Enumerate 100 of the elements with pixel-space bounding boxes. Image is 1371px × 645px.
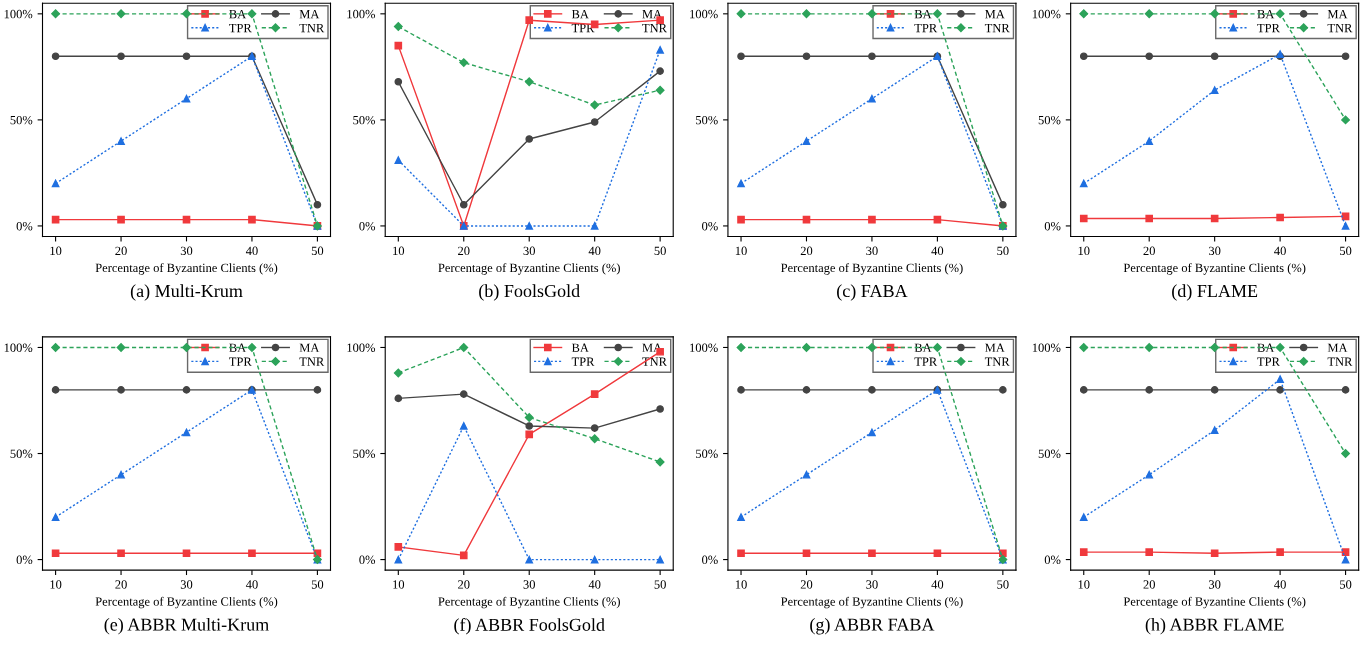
text: (b) FoolsGold — [479, 284, 580, 301]
y-tick-label: 50% — [353, 115, 376, 125]
legend-label: BA — [571, 9, 589, 19]
x-tick-label: 50 — [1340, 580, 1352, 589]
text: (c) FABA — [837, 284, 908, 301]
x-tick-label: 50 — [654, 246, 666, 256]
y-tick-label: 50% — [10, 115, 33, 125]
legend-label: BA — [229, 9, 247, 19]
x-tick-label: 20 — [458, 580, 470, 589]
x-tick-label: 40 — [245, 580, 258, 589]
y-tick-label: 0% — [359, 555, 376, 565]
legend-label: TPR — [914, 23, 938, 33]
text: (h) ABBR FLAME — [1145, 618, 1284, 635]
y-tick-label: 50% — [10, 449, 33, 459]
legend-label: TNR — [984, 23, 1010, 33]
y-tick-label: 100% — [347, 9, 376, 19]
x-tick-label: 10 — [393, 580, 405, 589]
legend-label: BA — [914, 9, 932, 19]
x-tick-label: 40 — [588, 246, 601, 256]
x-tick-label: 30 — [866, 246, 878, 256]
y-tick-label: 100% — [1032, 343, 1061, 352]
legend-label: BA — [914, 343, 932, 352]
x-tick-label: 30 — [1209, 580, 1221, 589]
legend-label: TNR — [642, 23, 667, 33]
legend-label: TPR — [1257, 357, 1280, 366]
x-axis-title: Percentage of Byzantine Clients (%) — [781, 596, 963, 609]
x-tick-label: 50 — [997, 580, 1009, 589]
x-tick-label: 40 — [588, 580, 601, 589]
x-axis-title: Percentage of Byzantine Clients (%) — [781, 263, 963, 275]
y-tick-label: 50% — [353, 449, 376, 459]
x-tick-label: 10 — [393, 246, 405, 256]
x-axis-title: Percentage of Byzantine Clients (%) — [95, 596, 278, 609]
legend-label: TNR — [1327, 23, 1353, 33]
text: (f) ABBR FoolsGold — [454, 618, 605, 635]
x-axis-title: Percentage of Byzantine Clients (%) — [1123, 263, 1306, 275]
legend-label: TNR — [299, 23, 325, 33]
legend-label: MA — [1327, 343, 1348, 352]
x-tick-label: 20 — [458, 246, 470, 256]
legend-label: TPR — [229, 357, 252, 366]
legend-label: MA — [985, 9, 1005, 19]
y-tick-label: 0% — [702, 221, 718, 231]
x-tick-label: 30 — [180, 580, 193, 589]
x-tick-label: 50 — [1340, 246, 1352, 256]
x-tick-label: 10 — [50, 580, 62, 589]
legend-label: MA — [642, 9, 663, 19]
y-tick-label: 100% — [690, 343, 718, 352]
legend-label: TPR — [229, 23, 252, 33]
y-tick-label: 50% — [696, 115, 718, 125]
x-tick-label: 30 — [1209, 246, 1221, 256]
y-tick-label: 100% — [1032, 9, 1061, 19]
legend-label: MA — [985, 343, 1005, 352]
legend-label: BA — [571, 343, 589, 352]
x-tick-label: 30 — [523, 580, 535, 589]
x-tick-label: 30 — [180, 246, 193, 256]
legend-label: TNR — [299, 357, 325, 366]
x-tick-label: 30 — [866, 580, 878, 589]
x-tick-label: 40 — [245, 246, 258, 256]
x-tick-label: 40 — [931, 246, 944, 256]
y-tick-label: 50% — [1038, 115, 1061, 125]
y-tick-label: 100% — [4, 343, 33, 352]
legend-label: MA — [299, 343, 320, 352]
x-tick-label: 10 — [50, 246, 62, 256]
y-tick-label: 0% — [1044, 221, 1061, 231]
x-tick-label: 20 — [1143, 580, 1155, 589]
y-tick-label: 50% — [1038, 449, 1061, 459]
legend-label: MA — [299, 9, 320, 19]
x-axis-title: Percentage of Byzantine Clients (%) — [438, 596, 620, 609]
y-tick-label: 0% — [16, 221, 33, 231]
text: (d) FLAME — [1172, 284, 1258, 301]
legend-label: TNR — [984, 357, 1010, 366]
legend-label: TPR — [571, 357, 595, 366]
y-tick-label: 100% — [4, 9, 33, 19]
x-axis-title: Percentage of Byzantine Clients (%) — [1123, 596, 1306, 609]
legend-label: BA — [1257, 9, 1275, 19]
x-tick-label: 20 — [115, 246, 127, 256]
text: (e) ABBR Multi-Krum — [104, 618, 269, 635]
x-tick-label: 20 — [800, 246, 813, 256]
legend-label: TPR — [1257, 23, 1280, 33]
x-tick-label: 20 — [1143, 246, 1155, 256]
x-tick-label: 20 — [800, 580, 813, 589]
x-tick-label: 10 — [1078, 580, 1090, 589]
x-tick-label: 50 — [311, 246, 324, 256]
x-tick-label: 30 — [523, 246, 535, 256]
y-tick-label: 0% — [1044, 555, 1061, 565]
y-tick-label: 100% — [690, 9, 718, 19]
y-tick-label: 0% — [359, 221, 376, 231]
x-tick-label: 20 — [115, 580, 127, 589]
x-tick-label: 40 — [1274, 246, 1286, 256]
y-tick-label: 50% — [696, 449, 718, 459]
legend-label: TPR — [914, 357, 938, 366]
y-tick-label: 0% — [702, 555, 718, 565]
x-tick-label: 40 — [931, 580, 944, 589]
x-axis-title: Percentage of Byzantine Clients (%) — [438, 263, 620, 275]
x-tick-label: 10 — [735, 580, 747, 589]
y-tick-label: 100% — [347, 343, 376, 352]
y-tick-label: 0% — [16, 555, 33, 565]
x-tick-label: 50 — [654, 580, 666, 589]
x-axis-title: Percentage of Byzantine Clients (%) — [95, 263, 278, 275]
text: (a) Multi-Krum — [130, 284, 243, 301]
x-tick-label: 50 — [997, 246, 1009, 256]
